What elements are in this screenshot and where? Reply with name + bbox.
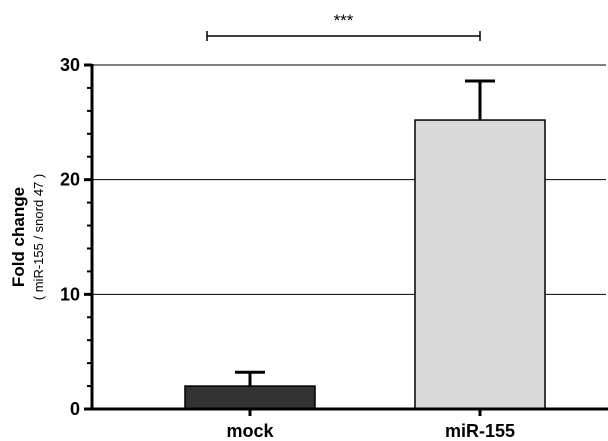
y-axis-title: Fold change — [9, 187, 28, 287]
significance-bracket: *** — [206, 11, 481, 41]
y-tick-label: 0 — [70, 399, 80, 419]
bar — [184, 385, 316, 410]
y-tick-label: 30 — [60, 55, 80, 75]
y-axis-subtitle: ( miR-155 / snord 47 ) — [31, 174, 46, 300]
category-label: mock — [226, 421, 274, 441]
significance-label: *** — [334, 11, 354, 30]
y-tick-label: 20 — [60, 170, 80, 190]
y-axis-title-group: Fold change ( miR-155 / snord 47 ) — [9, 174, 46, 300]
axes: 0 10 20 30 — [60, 55, 608, 419]
y-tick-label: 10 — [60, 284, 80, 304]
category-label: miR-155 — [445, 421, 515, 441]
bar — [414, 119, 546, 410]
bars: mock miR-155 — [184, 79, 546, 441]
